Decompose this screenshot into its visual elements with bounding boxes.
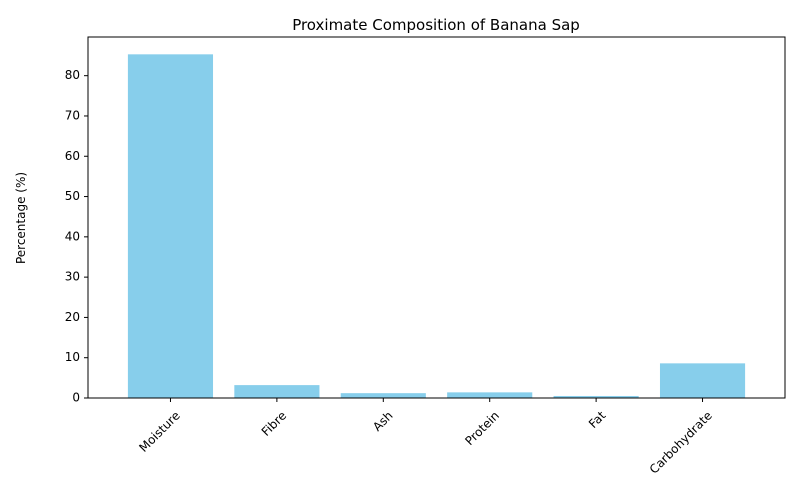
y-tick-label: 30 [65,270,80,284]
y-tick-label: 60 [65,149,80,163]
bars-layer [127,54,746,398]
x-axis-ticks: Moisture Fibre Ash Protein Fat Carbohydrate [136,398,715,477]
x-tick-label: Fat [586,408,609,431]
y-tick-label: 70 [65,108,80,122]
x-tick-label: Moisture [136,408,182,454]
y-tick-label: 10 [65,350,80,364]
bar-protein [447,392,533,398]
bar-ash [340,393,426,398]
plot-area-frame [87,36,786,399]
bar-fibre [234,385,320,398]
chart-title: Proximate Composition of Banana Sap [292,16,580,34]
bar-moisture [127,54,214,398]
y-axis-ticks: 0 10 20 30 40 50 60 70 80 [65,68,88,405]
y-tick-label: 80 [65,68,80,82]
bar-carbohydrate [659,363,746,398]
bar-fat [553,395,639,398]
y-tick-label: 50 [65,189,80,203]
x-tick-label: Carbohydrate [647,408,715,476]
y-axis-label: Percentage (%) [14,172,28,264]
x-tick-label: Protein [462,408,502,448]
y-tick-label: 0 [72,391,80,405]
x-tick-label: Ash [370,408,396,434]
y-tick-label: 40 [65,229,80,243]
y-tick-label: 20 [65,310,80,324]
x-tick-label: Fibre [259,408,289,438]
